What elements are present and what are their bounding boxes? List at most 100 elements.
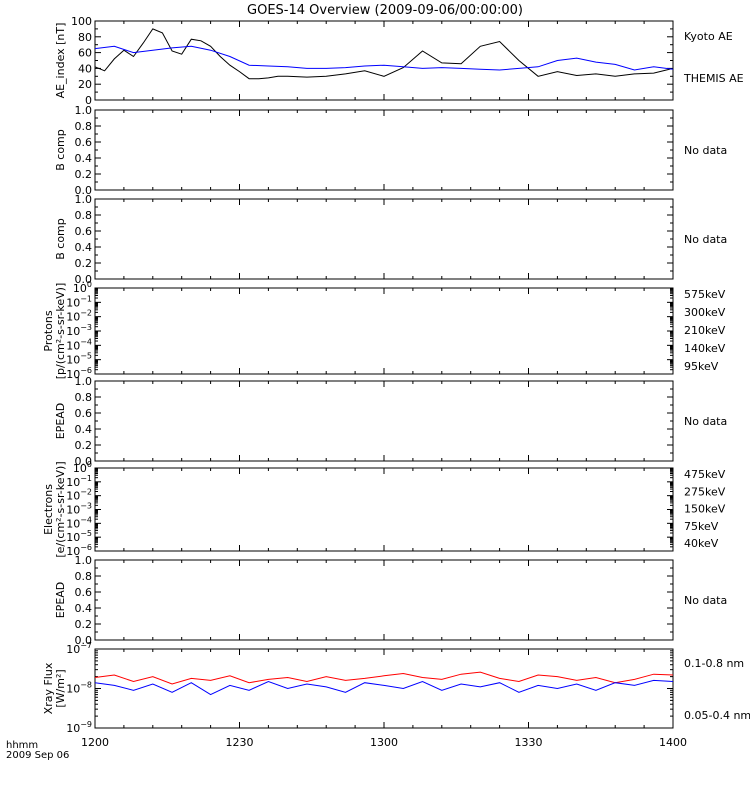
y-axis-label: EPEAD [54,582,67,619]
y-tick-label: 0.4 [75,602,93,615]
legend-entry: 95keV [684,360,719,373]
y-tick-label: 1.0 [75,554,93,567]
series-label-1: THEMIS AE [683,72,744,85]
y-tick-label: 1.0 [75,193,93,206]
legend-entry: 475keV [684,468,726,481]
x-tick-label: 1330 [515,736,543,749]
series-label-1: 0.05-0.4 nm [684,709,750,722]
y-tick-label: 0.6 [75,136,93,149]
series-label-0: 0.1-0.8 nm [684,657,744,670]
x-tick-label: 1230 [226,736,254,749]
panel-ae: 0 20 40 60 80 100 AE_index [nT] Kyoto AE THEMIS … [54,15,744,107]
y-axis-label: AE_index [nT] [54,23,67,99]
panel-electrons-frame [94,467,674,552]
panel-xray-frame [94,648,674,729]
y-tick-label: 100 [73,280,92,295]
legend-entry: 75keV [684,520,719,533]
y-tick-label: 0.6 [75,407,93,420]
y-tick-label: 20 [78,78,92,91]
legend-entry: 275keV [684,485,726,498]
y-tick-label: 10−1 [66,294,92,309]
y-tick-label: 100 [73,460,92,475]
y-tick-label: 0.0 [75,634,93,647]
y-tick-label: 10−4 [66,515,92,530]
panel-b2: 0.0 0.2 0.4 0.6 0.8 1.0 B comp No data [54,193,727,286]
y-tick-label: 0.2 [75,168,93,181]
y-tick-label: 10−1 [66,474,92,489]
y-axis-label-line1: Electrons [42,484,55,535]
y-axis-label-line1: Protons [42,310,55,351]
legend-entry: 575keV [684,288,726,301]
x-axis-footer-date: 2009 Sep 06 [6,750,69,761]
y-tick-label: 10−2 [66,309,92,324]
y-tick-label: 0.4 [75,423,93,436]
y-tick-label: 60 [78,47,92,60]
y-axis-label: B comp [54,129,67,171]
panel-b1: 0.0 0.2 0.4 0.6 0.8 1.0 B comp No data [54,104,727,197]
series-line-1 [94,679,674,696]
panel-epead2-frame [94,559,674,641]
legend-entry: 40keV [684,537,719,550]
y-tick-label: 80 [78,31,92,44]
no-data-note: No data [684,415,727,428]
y-tick-label: 10−3 [66,502,92,517]
x-tick-label: 1300 [370,736,398,749]
panel-protons-frame [94,287,674,375]
y-tick-label: 0.0 [75,184,93,197]
plot-title: GOES-14 Overview (2009-09-06/00:00:00) [247,3,523,18]
no-data-note: No data [684,233,727,246]
y-tick-label: 0.8 [75,391,93,404]
y-tick-label: 10−3 [66,323,92,338]
no-data-note: No data [684,594,727,607]
series-label-0: Kyoto AE [684,30,733,43]
legend-entry: 300keV [684,306,726,319]
y-axis-label-line2: [p/(cm²-s-sr-keV)] [54,283,67,380]
y-axis-label-line1: Xray Flux [42,662,55,714]
panel-epead1-frame [94,380,674,462]
y-tick-label: 0 [85,94,92,107]
x-tick-label: 1400 [659,736,687,749]
legend-entry: 140keV [684,342,726,355]
y-tick-label: 100 [71,15,92,28]
panel-b1-frame [94,109,674,191]
y-tick-label: 0.8 [75,209,93,222]
y-tick-label: 0.8 [75,570,93,583]
y-tick-label: 10−8 [66,681,92,696]
y-tick-label: 40 [78,62,92,75]
panel-xray: 10−9 10−8 10−7 Xray Flux [W/m²] 0.1-0.8 nm 0.0… [42,641,750,735]
y-tick-label: 0.6 [75,225,93,238]
y-tick-label: 10−9 [66,720,92,735]
y-tick-label: 10−5 [66,529,92,544]
legend-entry: 150keV [684,503,726,516]
y-tick-label: 1.0 [75,104,93,117]
y-tick-label: 10−7 [66,641,92,656]
x-tick-label: 1200 [81,736,109,749]
y-tick-label: 10−2 [66,488,92,503]
y-tick-label: 0.2 [75,439,93,452]
no-data-note: No data [684,144,727,157]
series-line-1 [94,45,674,71]
panel-epead2: 0.0 0.2 0.4 0.6 0.8 1.0 EPEAD No data [54,554,727,647]
y-axis-label-line2: [e/(cm²-s-sr-keV)] [54,461,67,557]
y-tick-label: 0.0 [75,455,93,468]
x-axis-footer-hhmm: hhmm [6,740,38,751]
series-line-0 [94,671,674,685]
y-axis-label: EPEAD [54,403,67,440]
y-tick-label: 0.6 [75,586,93,599]
y-tick-label: 0.4 [75,241,93,254]
y-tick-label: 0.4 [75,152,93,165]
legend-entry: 210keV [684,324,726,337]
panel-b2-frame [94,198,674,280]
y-tick-label: 0.2 [75,618,93,631]
y-tick-label: 0.2 [75,257,93,270]
y-axis-label-line2: [W/m²] [54,669,67,707]
y-tick-label: 0.8 [75,120,93,133]
series-line-0 [94,28,674,80]
panel-epead1: 0.0 0.2 0.4 0.6 0.8 1.0 EPEAD No data [54,375,727,468]
y-tick-label: 10−5 [66,352,92,367]
y-tick-label: 1.0 [75,375,93,388]
